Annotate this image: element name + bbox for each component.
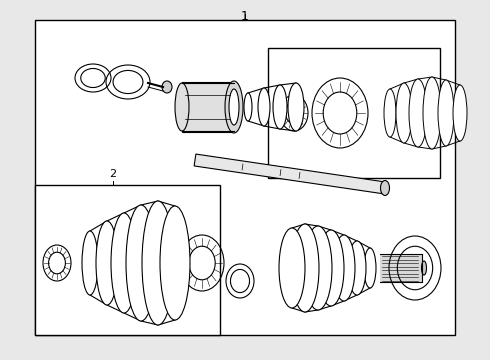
Ellipse shape bbox=[229, 89, 239, 125]
Ellipse shape bbox=[279, 228, 305, 308]
Ellipse shape bbox=[96, 221, 118, 305]
Ellipse shape bbox=[288, 83, 304, 131]
Ellipse shape bbox=[291, 224, 319, 312]
Ellipse shape bbox=[111, 213, 137, 313]
Ellipse shape bbox=[453, 85, 467, 141]
Ellipse shape bbox=[381, 180, 390, 195]
Bar bbox=[182, 82, 234, 132]
Ellipse shape bbox=[225, 81, 243, 133]
Ellipse shape bbox=[175, 83, 189, 131]
Ellipse shape bbox=[364, 248, 376, 288]
Bar bbox=[35, 185, 220, 335]
Ellipse shape bbox=[304, 226, 332, 310]
Ellipse shape bbox=[438, 80, 454, 146]
Bar bbox=[268, 48, 440, 178]
Ellipse shape bbox=[160, 206, 190, 320]
Ellipse shape bbox=[244, 93, 252, 121]
Ellipse shape bbox=[126, 205, 156, 321]
Ellipse shape bbox=[318, 230, 344, 306]
Ellipse shape bbox=[348, 241, 366, 295]
Ellipse shape bbox=[142, 201, 174, 325]
Ellipse shape bbox=[409, 79, 427, 147]
Bar bbox=[182, 82, 234, 132]
Ellipse shape bbox=[333, 235, 355, 301]
Text: -2: -2 bbox=[445, 108, 456, 118]
Ellipse shape bbox=[258, 88, 270, 126]
Text: 2: 2 bbox=[109, 169, 116, 179]
Ellipse shape bbox=[421, 261, 426, 275]
Ellipse shape bbox=[273, 85, 287, 129]
Ellipse shape bbox=[82, 231, 98, 295]
Polygon shape bbox=[194, 154, 386, 194]
Ellipse shape bbox=[384, 89, 396, 137]
Text: 1: 1 bbox=[241, 10, 249, 23]
Ellipse shape bbox=[396, 83, 412, 143]
Bar bbox=[380, 254, 422, 282]
Bar bbox=[35, 20, 455, 335]
Ellipse shape bbox=[423, 77, 441, 149]
Ellipse shape bbox=[162, 81, 172, 93]
